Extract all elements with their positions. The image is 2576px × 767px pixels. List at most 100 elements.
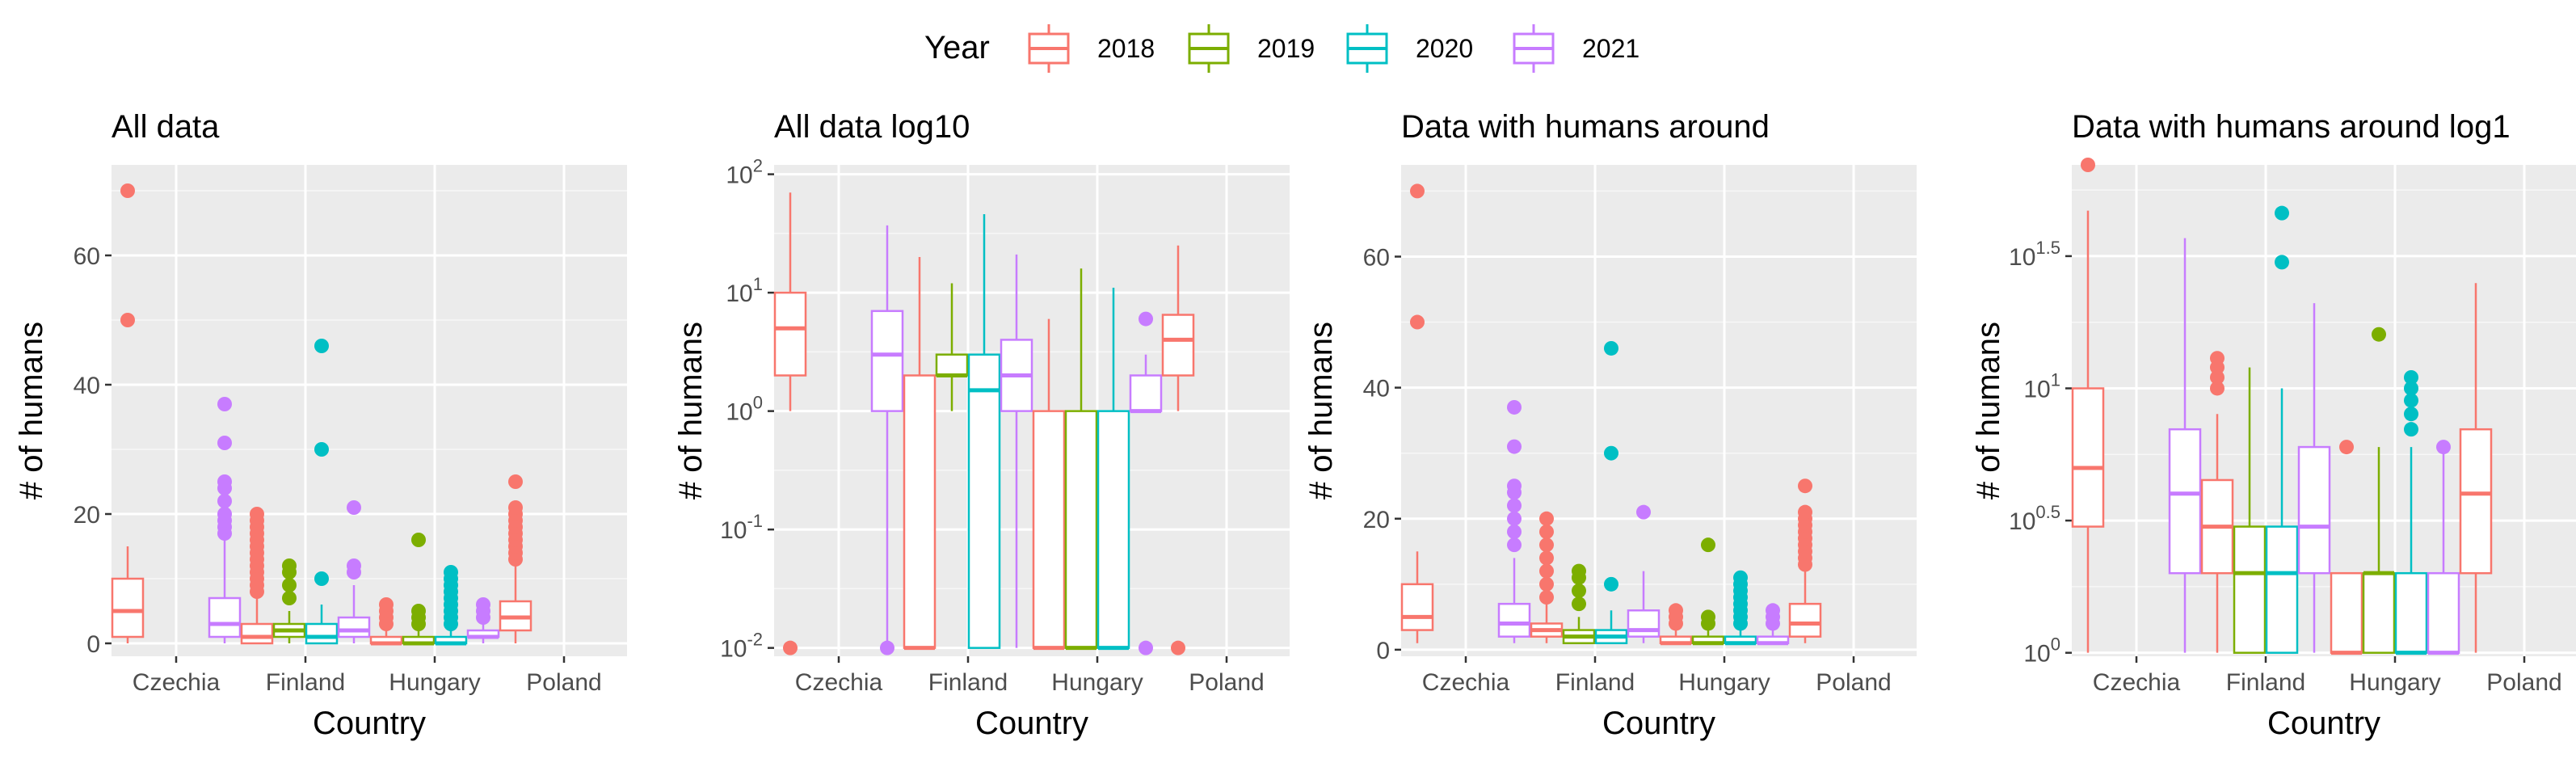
box-finland-2018 (1530, 511, 1564, 643)
y-tick-label: 101 (2023, 369, 2060, 402)
x-tick-label: Finland (928, 669, 1008, 696)
panel-title: Data with humans around log1 (2072, 109, 2511, 145)
box-hungary-2018 (2330, 440, 2363, 655)
outlier-point (1604, 340, 1618, 356)
box-iqr (1788, 602, 1822, 638)
outlier-point (120, 183, 135, 198)
outlier-point (120, 313, 135, 327)
box-hungary-2020 (2394, 369, 2428, 655)
box-iqr (1627, 609, 1661, 638)
outlier-point (1798, 504, 1812, 520)
x-tick-label: Czechia (795, 669, 883, 696)
outlier-point (2372, 327, 2386, 342)
box-iqr (935, 353, 969, 377)
x-tick-label: Czechia (133, 669, 221, 696)
box-hungary-2021 (1129, 311, 1163, 655)
outlier-point (217, 436, 232, 450)
x-tick-label: Hungary (1678, 669, 1770, 696)
box-iqr (2427, 571, 2460, 654)
box-iqr (2265, 525, 2299, 654)
x-tick-label: Czechia (1422, 669, 1510, 696)
outlier-point (282, 578, 297, 592)
y-tick-label: 100.5 (2009, 502, 2060, 535)
y-tick-label: 10-1 (720, 511, 763, 544)
box-iqr (1400, 583, 1434, 631)
box-finland-2019 (1562, 563, 1596, 645)
x-tick-label: Poland (526, 669, 601, 696)
box-hungary-2019 (402, 533, 436, 646)
box-czechia-2018 (111, 183, 145, 643)
box-finland-2020 (1594, 340, 1628, 645)
box-hungary-2021 (1756, 603, 1790, 646)
x-tick-label: Hungary (389, 669, 480, 696)
outlier-point (1604, 445, 1618, 461)
outlier-point (282, 591, 297, 605)
box-iqr (2459, 428, 2493, 575)
box-czechia-2021 (208, 397, 242, 643)
outlier-point (1507, 524, 1522, 539)
legend-item-2020: 2020 (1346, 24, 1473, 73)
box-hungary-2018 (1032, 318, 1066, 651)
outlier-point (217, 494, 232, 508)
outlier-point (2275, 255, 2289, 270)
outlier-point (347, 558, 361, 573)
outlier-point (1572, 596, 1586, 612)
outlier-point (1636, 504, 1651, 520)
box-czechia-2018 (2071, 158, 2105, 653)
box-czechia-2018 (1400, 183, 1434, 643)
y-tick-label-exponent: 1 (2051, 369, 2060, 390)
outlier-point (1539, 537, 1554, 553)
panel-background (2072, 165, 2576, 656)
box-iqr (870, 310, 904, 412)
box-iqr (967, 353, 1001, 649)
outlier-point (1410, 183, 1425, 199)
outlier-point (411, 533, 426, 547)
y-tick-label-base: 10 (2023, 641, 2050, 668)
y-tick-label-exponent: -1 (747, 511, 763, 531)
y-tick-label-base: 10 (720, 636, 747, 663)
box-finland-2019 (272, 558, 306, 643)
x-axis-label: Country (1602, 706, 1715, 741)
y-tick-label: 102 (726, 156, 763, 189)
y-tick-label: 101.5 (2009, 238, 2060, 271)
box-iqr (1129, 374, 1163, 412)
y-axis-label: # of humans (1971, 322, 2006, 499)
y-tick-label-exponent: 1 (753, 274, 763, 294)
outlier-point (1139, 640, 1153, 655)
x-axis-label: Country (2267, 706, 2380, 741)
y-tick-label-base: 10 (2009, 508, 2035, 535)
x-tick-label: Poland (1189, 669, 1264, 696)
legend: Year 2018 2019 2020 2021 (924, 24, 1639, 73)
outlier-point (1539, 590, 1554, 605)
y-tick-label-exponent: 0.5 (2035, 502, 2060, 522)
box-czechia-2021 (2168, 238, 2202, 653)
box-finland-2020 (305, 339, 339, 645)
box-finland-2020 (967, 214, 1001, 649)
box-iqr (773, 291, 807, 377)
y-tick-label-exponent: 1.5 (2035, 238, 2060, 258)
outlier-point (2081, 158, 2095, 172)
box-iqr (2168, 428, 2202, 575)
box-hungary-2021 (466, 597, 500, 643)
box-iqr (2394, 571, 2428, 654)
outlier-point (1507, 537, 1522, 553)
outlier-point (1539, 550, 1554, 566)
box-iqr (1032, 410, 1066, 649)
box-finland-2018 (903, 257, 937, 651)
box-czechia-2018 (773, 192, 807, 655)
outlier-point (508, 474, 523, 489)
box-iqr (1096, 410, 1130, 649)
y-tick-label: 40 (74, 373, 100, 399)
box-finland-2021 (2297, 303, 2331, 653)
legend-label: 2018 (1097, 34, 1155, 63)
y-tick-label-base: 10 (726, 399, 752, 426)
box-finland-2020 (2265, 205, 2299, 654)
box-iqr (2297, 445, 2331, 575)
panel-1: 0 20 40 60 Czechia Finland Hungary Poland All da… (14, 109, 627, 741)
outlier-point (347, 500, 361, 515)
box-hungary-2019 (1691, 537, 1725, 646)
legend-item-2019: 2019 (1188, 24, 1315, 73)
outlier-point (2436, 440, 2451, 455)
